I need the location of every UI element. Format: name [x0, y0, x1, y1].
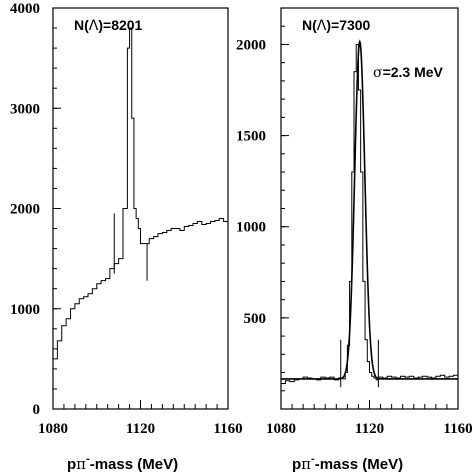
right-x-tick-labels: 1080 1120 1160: [266, 421, 473, 437]
x-tick-label-0-2: 1160: [213, 421, 242, 437]
pi-symbol: π: [301, 455, 311, 473]
left-axis-ticks: [52, 7, 229, 410]
left-histogram-panel: 0 1000 2000 3000 4000 1080 1120 1160 N(Λ)=8201…: [10, 1, 243, 473]
lambda-symbol: Λ: [89, 18, 99, 34]
sigma-symbol: σ: [373, 65, 383, 81]
x-tick-label-1-2: 1160: [443, 421, 472, 437]
right-y-tick-labels: 500 1000 1500 2000: [236, 37, 266, 326]
x-tick-label-0-0: 1080: [38, 421, 68, 437]
right-histogram-panel: 500 1000 1500 2000 1080 1120 1160 N(Λ)=7300 σ…: [236, 7, 473, 473]
y-tick-label-0-0: 0: [33, 402, 41, 418]
y-tick-label-1-1: 1000: [236, 220, 266, 236]
right-window-markers: [340, 339, 379, 388]
x-tick-label-1-0: 1080: [266, 421, 296, 437]
y-tick-label-0-4: 4000: [10, 1, 40, 17]
lambda-symbol: Λ: [317, 18, 327, 34]
y-tick-label-0-3: 3000: [10, 101, 40, 117]
right-count-annotation: N(Λ)=7300: [302, 17, 371, 34]
y-tick-label-0-2: 2000: [10, 202, 40, 218]
left-x-axis-title: pπ--mass (MeV): [67, 453, 178, 473]
left-count-annotation: N(Λ)=8201: [74, 17, 143, 34]
right-histogram-line: [280, 43, 458, 409]
left-y-tick-labels: 0 1000 2000 3000 4000: [10, 1, 40, 418]
left-plot-frame: [52, 7, 229, 410]
x-tick-label-0-1: 1120: [126, 421, 155, 437]
left-window-markers: [113, 213, 148, 281]
y-tick-label-0-1: 1000: [10, 302, 40, 318]
right-x-axis-title: pπ--mass (MeV): [292, 453, 403, 473]
pi-symbol: π: [76, 455, 86, 473]
x-tick-label-1-1: 1120: [355, 421, 384, 437]
left-x-tick-labels: 1080 1120 1160: [38, 421, 243, 437]
sigma-annotation: σ=2.3 MeV: [373, 64, 444, 81]
y-tick-label-1-2: 1500: [236, 129, 266, 145]
right-gaussian-fit-curve: [281, 39, 458, 380]
y-tick-label-1-0: 500: [244, 311, 267, 327]
left-histogram-line: [52, 27, 228, 409]
y-tick-label-1-3: 2000: [236, 37, 266, 53]
